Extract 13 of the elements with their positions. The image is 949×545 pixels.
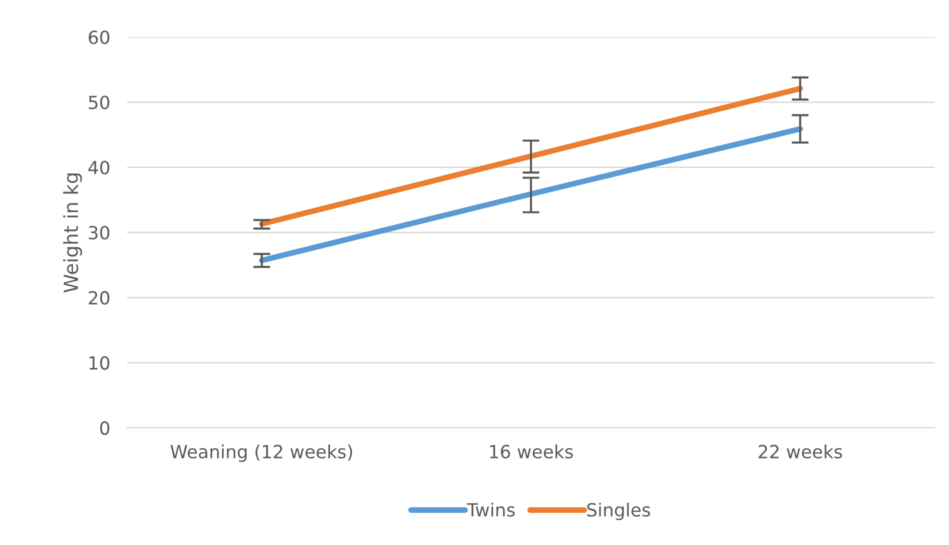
y-tick-label: 30 <box>88 226 110 240</box>
y-tick-label: 20 <box>88 291 110 305</box>
legend-label: Singles <box>587 502 650 520</box>
y-tick-label: 50 <box>88 96 110 110</box>
x-tick-label: Weaning (12 weeks) <box>170 444 352 462</box>
y-tick-label: 0 <box>100 421 110 435</box>
y-tick-label: 10 <box>90 356 110 370</box>
x-tick-label: 22 weeks <box>758 444 842 458</box>
legend-label: Twins <box>466 502 515 517</box>
y-tick-label: 60 <box>88 30 110 44</box>
y-tick-label: 40 <box>88 160 110 174</box>
y-axis-title: Weight in kg <box>63 173 82 293</box>
x-tick-label: 16 weeks <box>490 444 573 458</box>
